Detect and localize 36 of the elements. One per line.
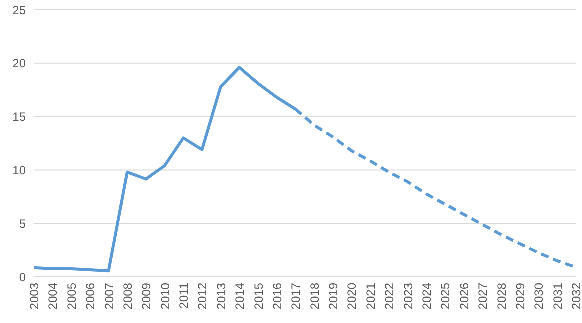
- x-tick-label: 2021: [364, 282, 378, 310]
- x-tick-label: 2032: [570, 282, 582, 310]
- x-tick-label: 2030: [532, 282, 546, 310]
- x-tick-label: 2004: [46, 282, 60, 310]
- x-tick-label: 2010: [158, 282, 172, 310]
- x-tick-label: 2015: [252, 282, 266, 310]
- y-tick-label: 5: [19, 216, 26, 231]
- y-tick-label: 20: [12, 56, 26, 71]
- x-tick-label: 2029: [513, 282, 528, 310]
- x-tick-label: 2009: [140, 282, 154, 310]
- x-tick-label: 2007: [102, 282, 116, 310]
- x-tick-label: 2019: [326, 282, 341, 310]
- x-tick-label: 2025: [438, 282, 453, 310]
- x-tick-label: 2017: [289, 282, 304, 310]
- x-tick-label: 2018: [308, 282, 322, 310]
- x-tick-label: 2013: [214, 282, 228, 310]
- x-tick-label: 2003: [28, 282, 42, 310]
- x-tick-label: 2022: [382, 282, 397, 310]
- x-tick-label: 2023: [401, 282, 416, 310]
- x-tick-label: 2008: [120, 282, 135, 310]
- x-tick-label: 2028: [494, 282, 509, 310]
- x-tick-label: 2012: [196, 282, 210, 310]
- x-tick-label: 2006: [84, 282, 98, 310]
- x-tick-label: 2014: [233, 282, 248, 310]
- y-tick-label: 15: [12, 110, 26, 124]
- y-tick-label: 25: [12, 3, 26, 18]
- y-tick-label: 0: [19, 270, 26, 284]
- y-tick-label: 10: [12, 163, 26, 178]
- x-tick-label: 2026: [457, 282, 472, 310]
- x-tick-label: 2024: [420, 282, 434, 310]
- x-tick-label: 2031: [550, 282, 565, 310]
- x-tick-label: 2027: [476, 282, 490, 310]
- x-tick-label: 2005: [64, 282, 79, 310]
- x-tick-label: 2011: [177, 282, 192, 309]
- x-tick-label: 2016: [270, 282, 284, 310]
- x-tick-label: 2020: [345, 282, 360, 310]
